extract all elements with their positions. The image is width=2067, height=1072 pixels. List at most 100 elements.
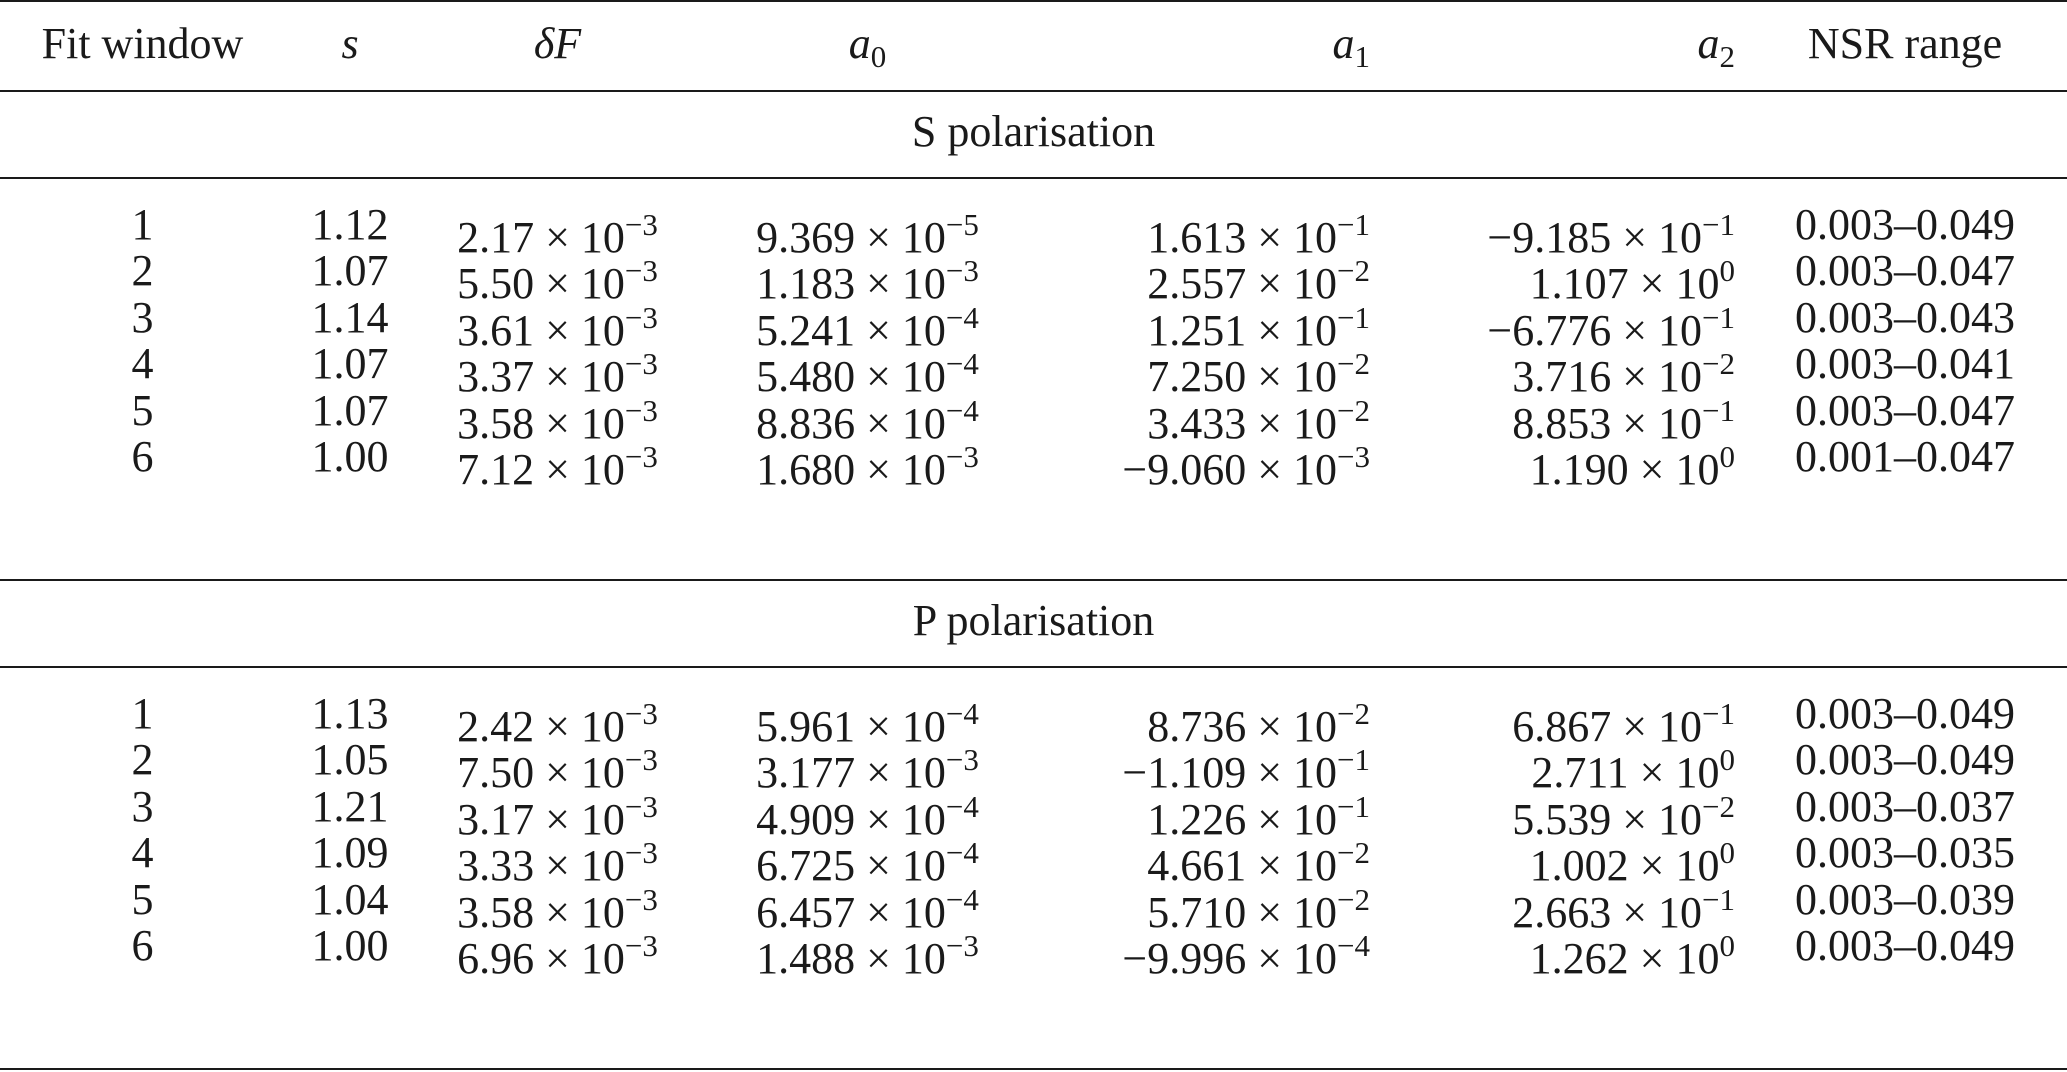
exponent: −3 bbox=[945, 928, 979, 963]
mantissa: 2.557 × 10 bbox=[1147, 259, 1338, 309]
header-a1-symbol: a bbox=[1332, 19, 1355, 68]
cell-a2: 6.867 × 10−1 bbox=[1400, 684, 1735, 751]
exponent: −4 bbox=[945, 881, 979, 917]
cell-s: 1.12 bbox=[311, 200, 389, 249]
exponent: −3 bbox=[624, 346, 658, 382]
cell-a0: 9.369 × 10−5 bbox=[720, 195, 1015, 262]
section-title: S polarisation bbox=[911, 107, 1156, 156]
exponent: −1 bbox=[1702, 881, 1735, 917]
cell-s: 1.14 bbox=[311, 292, 389, 342]
header-a0-symbol: a bbox=[848, 19, 871, 68]
exponent: −3 bbox=[624, 299, 658, 335]
section-title: P polarisation bbox=[912, 596, 1155, 645]
header-a2: a2 bbox=[1400, 14, 1736, 74]
mantissa: 4.661 × 10 bbox=[1147, 841, 1338, 891]
cell-delta-f: 3.17 × 10−3 bbox=[420, 777, 695, 844]
exponent: −1 bbox=[1337, 299, 1370, 335]
exponent: −2 bbox=[1337, 696, 1370, 731]
header-delta-symbol: δ bbox=[533, 19, 555, 68]
cell-a0: 1.680 × 10−3 bbox=[720, 427, 1015, 494]
mantissa: 6.96 × 10 bbox=[457, 934, 625, 983]
cell-fit-window: 5 bbox=[131, 874, 154, 924]
exponent: −4 bbox=[945, 299, 979, 335]
exponent: −4 bbox=[945, 392, 979, 428]
mantissa: 1.002 × 10 bbox=[1529, 841, 1720, 891]
cell-s: 1.04 bbox=[311, 874, 389, 924]
mantissa: 3.433 × 10 bbox=[1147, 398, 1338, 448]
cell-nsr-range: 0.003–0.035 bbox=[1795, 828, 2015, 878]
cell-fit-window: 5 bbox=[131, 385, 154, 435]
cell-fit-window: 6 bbox=[131, 921, 154, 970]
mantissa: 6.725 × 10 bbox=[756, 841, 946, 891]
mantissa: 5.539 × 10 bbox=[1512, 794, 1703, 844]
cell-a2: 2.663 × 10−1 bbox=[1400, 870, 1735, 937]
header-a1-subscript: 1 bbox=[1354, 39, 1371, 74]
mantissa: 1.613 × 10 bbox=[1147, 213, 1338, 262]
cell-a0: 1.488 × 10−3 bbox=[720, 916, 1015, 983]
cell-a1: −1.109 × 10−1 bbox=[1040, 730, 1370, 797]
cell-a2: 1.190 × 100 bbox=[1400, 427, 1735, 494]
cell-nsr-range: 0.003–0.047 bbox=[1795, 385, 2015, 435]
cell-a0: 6.725 × 10−4 bbox=[720, 823, 1015, 890]
cell-fit-window: 2 bbox=[131, 735, 154, 785]
cell-nsr-range: 0.003–0.043 bbox=[1795, 292, 2015, 342]
mantissa: 1.190 × 10 bbox=[1529, 445, 1720, 494]
exponent: −3 bbox=[624, 742, 658, 778]
table-row: 3 1.21 3.17 × 10−3 4.909 × 10−4 1.226 × 10−1… bbox=[0, 777, 2067, 844]
exponent: −3 bbox=[624, 392, 658, 428]
cell-a1: 5.710 × 10−2 bbox=[1040, 870, 1370, 937]
exponent: −3 bbox=[1337, 439, 1370, 474]
exponent: −1 bbox=[1702, 299, 1735, 335]
mantissa: 5.710 × 10 bbox=[1147, 887, 1338, 937]
mantissa: 1.262 × 10 bbox=[1529, 934, 1720, 983]
cell-delta-f: 7.50 × 10−3 bbox=[420, 730, 695, 797]
exponent: −3 bbox=[624, 835, 658, 871]
mantissa: 5.241 × 10 bbox=[756, 305, 946, 355]
mantissa: 5.480 × 10 bbox=[756, 352, 946, 402]
cell-nsr-range: 0.003–0.049 bbox=[1795, 689, 2015, 738]
cell-s: 1.00 bbox=[311, 921, 389, 970]
cell-a2: 1.002 × 100 bbox=[1400, 823, 1735, 890]
exponent: −5 bbox=[945, 207, 979, 242]
cell-a1: 3.433 × 10−2 bbox=[1040, 381, 1370, 448]
exponent: −3 bbox=[945, 253, 979, 289]
mantissa: −9.996 × 10 bbox=[1122, 934, 1338, 983]
exponent: −4 bbox=[945, 788, 979, 824]
exponent: −1 bbox=[1337, 207, 1370, 242]
mantissa: 1.680 × 10 bbox=[756, 445, 946, 494]
exponent: −4 bbox=[945, 835, 979, 871]
mantissa: −9.185 × 10 bbox=[1487, 213, 1703, 262]
exponent: −1 bbox=[1702, 207, 1735, 242]
table-row: 6 1.00 7.12 × 10−3 1.680 × 10−3 −9.060 × 10−… bbox=[0, 427, 2067, 494]
cell-nsr-range: 0.003–0.049 bbox=[1795, 200, 2015, 249]
mantissa: 5.961 × 10 bbox=[756, 702, 946, 751]
mantissa: 4.909 × 10 bbox=[756, 794, 946, 844]
exponent: −2 bbox=[1337, 346, 1370, 382]
cell-a1: −9.996 × 10−4 bbox=[1040, 916, 1370, 983]
header-nsr-range: NSR range bbox=[1807, 19, 2003, 68]
mantissa: 8.836 × 10 bbox=[756, 398, 946, 448]
cell-fit-window: 6 bbox=[131, 432, 154, 481]
header-a0-subscript: 0 bbox=[870, 39, 887, 74]
cell-nsr-range: 0.003–0.047 bbox=[1795, 246, 2015, 296]
cell-a2: −6.776 × 10−1 bbox=[1400, 288, 1735, 355]
cell-a2: 1.262 × 100 bbox=[1400, 916, 1735, 983]
table-row: 6 1.00 6.96 × 10 −3 1.488 × 10−3 −9.996 × 10−… bbox=[0, 916, 2067, 983]
section-rule bbox=[0, 666, 2067, 668]
cell-s: 1.09 bbox=[311, 828, 389, 878]
mantissa: 1.107 × 10 bbox=[1529, 259, 1720, 309]
exponent: −3 bbox=[624, 696, 658, 731]
cell-a2: 5.539 × 10−2 bbox=[1400, 777, 1735, 844]
table-header: Fit window s δF a0 a1 a2 NSR range bbox=[0, 14, 2067, 74]
cell-fit-window: 3 bbox=[131, 781, 154, 831]
exponent: 0 bbox=[1719, 742, 1736, 778]
mantissa: 8.853 × 10 bbox=[1512, 398, 1703, 448]
mantissa: 3.37 × 10 bbox=[457, 352, 625, 402]
cell-s: 1.21 bbox=[311, 781, 389, 831]
exponent: −2 bbox=[1337, 392, 1370, 428]
exponent: −2 bbox=[1702, 346, 1735, 382]
mantissa: 7.12 × 10 bbox=[457, 445, 625, 494]
cell-nsr-range: 0.003–0.041 bbox=[1795, 339, 2015, 389]
cell-a0: 3.177 × 10−3 bbox=[720, 730, 1015, 797]
